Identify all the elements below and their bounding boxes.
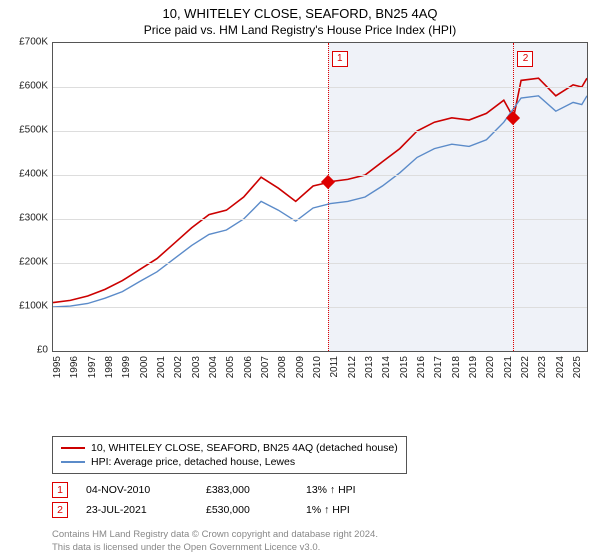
x-tick-label: 1998 [104, 356, 115, 378]
x-tick-label: 2002 [173, 356, 184, 378]
sale-date: 23-JUL-2021 [86, 504, 206, 516]
sale-marker-line [513, 43, 514, 351]
x-tick-label: 2025 [572, 356, 583, 378]
x-tick-label: 2010 [312, 356, 323, 378]
sale-price: £383,000 [206, 484, 306, 496]
footer-line-1: Contains HM Land Registry data © Crown c… [52, 529, 378, 541]
sale-date: 04-NOV-2010 [86, 484, 206, 496]
x-tick-label: 1997 [87, 356, 98, 378]
x-tick-label: 2024 [555, 356, 566, 378]
sale-row: 1 04-NOV-2010£383,00013% ↑ HPI [52, 480, 406, 500]
x-tick-label: 2007 [260, 356, 271, 378]
x-tick-label: 2004 [208, 356, 219, 378]
x-tick-label: 2009 [295, 356, 306, 378]
legend-row: 10, WHITELEY CLOSE, SEAFORD, BN25 4AQ (d… [61, 441, 398, 455]
plot-area: 12 [52, 42, 588, 352]
x-tick-label: 2003 [191, 356, 202, 378]
y-tick-label: £500K [0, 125, 48, 136]
x-tick-label: 2019 [468, 356, 479, 378]
x-tick-label: 2017 [433, 356, 444, 378]
x-tick-label: 2022 [520, 356, 531, 378]
x-tick-label: 2008 [277, 356, 288, 378]
x-tick-label: 1999 [121, 356, 132, 378]
legend-swatch [61, 461, 85, 463]
x-tick-label: 1995 [52, 356, 63, 378]
page-subtitle: Price paid vs. HM Land Registry's House … [0, 21, 600, 37]
chart-container: 10, WHITELEY CLOSE, SEAFORD, BN25 4AQ Pr… [0, 0, 600, 560]
x-tick-label: 2016 [416, 356, 427, 378]
y-tick-label: £100K [0, 301, 48, 312]
y-tick-label: £600K [0, 81, 48, 92]
x-tick-label: 2000 [139, 356, 150, 378]
legend-row: HPI: Average price, detached house, Lewe… [61, 455, 398, 469]
y-tick-label: £200K [0, 257, 48, 268]
x-tick-label: 2011 [329, 356, 340, 378]
footer-line-2: This data is licensed under the Open Gov… [52, 542, 378, 554]
x-tick-label: 2023 [537, 356, 548, 378]
x-tick-label: 2014 [381, 356, 392, 378]
legend-label: HPI: Average price, detached house, Lewe… [91, 456, 295, 468]
series-hpi [53, 96, 587, 307]
x-tick-label: 2001 [156, 356, 167, 378]
x-tick-label: 2020 [485, 356, 496, 378]
x-tick-label: 2006 [243, 356, 254, 378]
sale-marker-badge: 1 [332, 51, 348, 67]
x-tick-label: 2015 [399, 356, 410, 378]
sale-price: £530,000 [206, 504, 306, 516]
sale-hpi: 13% ↑ HPI [306, 484, 406, 496]
x-tick-label: 2005 [225, 356, 236, 378]
sale-badge: 2 [52, 502, 68, 518]
x-tick-label: 2021 [503, 356, 514, 378]
y-tick-label: £300K [0, 213, 48, 224]
sales-table: 1 04-NOV-2010£383,00013% ↑ HPI 2 23-JUL-202… [52, 480, 406, 520]
x-tick-label: 1996 [69, 356, 80, 378]
sale-marker-badge: 2 [517, 51, 533, 67]
y-tick-label: £700K [0, 37, 48, 48]
sale-row: 2 23-JUL-2021£530,0001% ↑ HPI [52, 500, 406, 520]
y-tick-label: £0 [0, 345, 48, 356]
legend-swatch [61, 447, 85, 449]
legend: 10, WHITELEY CLOSE, SEAFORD, BN25 4AQ (d… [52, 436, 407, 474]
chart-area: £0£100K£200K£300K£400K£500K£600K£700K 12… [0, 42, 600, 392]
sale-hpi: 1% ↑ HPI [306, 504, 406, 516]
footer-attribution: Contains HM Land Registry data © Crown c… [52, 529, 378, 554]
page-title: 10, WHITELEY CLOSE, SEAFORD, BN25 4AQ [0, 0, 600, 21]
x-tick-label: 2018 [451, 356, 462, 378]
x-tick-label: 2012 [347, 356, 358, 378]
y-tick-label: £400K [0, 169, 48, 180]
sale-badge: 1 [52, 482, 68, 498]
line-chart-svg [53, 43, 587, 351]
series-subject [53, 78, 587, 302]
sale-marker-line [328, 43, 329, 351]
x-tick-label: 2013 [364, 356, 375, 378]
legend-label: 10, WHITELEY CLOSE, SEAFORD, BN25 4AQ (d… [91, 442, 398, 454]
